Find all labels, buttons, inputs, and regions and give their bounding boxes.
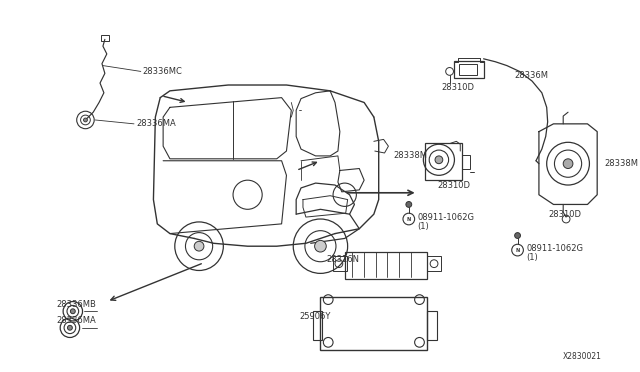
Text: 08911-1062G: 08911-1062G — [526, 244, 583, 253]
Text: X2830021: X2830021 — [563, 352, 602, 362]
Text: 28310D: 28310D — [437, 180, 470, 189]
Circle shape — [515, 232, 520, 238]
Circle shape — [67, 326, 72, 330]
Circle shape — [194, 241, 204, 251]
Text: 28310D: 28310D — [442, 83, 475, 92]
Bar — [428, 256, 441, 272]
Bar — [454, 61, 484, 78]
Circle shape — [70, 309, 76, 314]
Bar — [426, 143, 462, 180]
Circle shape — [435, 156, 443, 164]
Circle shape — [315, 240, 326, 252]
Text: 28336MC: 28336MC — [143, 67, 182, 76]
Bar — [345, 252, 428, 279]
Bar — [101, 35, 109, 41]
Text: 28336MA: 28336MA — [56, 317, 96, 326]
Bar — [460, 64, 477, 75]
Circle shape — [563, 159, 573, 169]
Text: 28338M: 28338M — [393, 151, 428, 160]
Text: 25906Y: 25906Y — [299, 312, 330, 321]
Text: (1): (1) — [417, 222, 429, 231]
Bar — [462, 155, 470, 169]
Text: 28310D: 28310D — [548, 210, 582, 219]
Text: 28336MB: 28336MB — [56, 300, 96, 309]
Bar — [321, 297, 428, 350]
Bar — [428, 311, 437, 340]
Text: N: N — [406, 217, 411, 221]
Circle shape — [83, 118, 88, 122]
Bar — [333, 256, 347, 272]
Text: 28336MA: 28336MA — [136, 119, 176, 128]
Bar — [313, 311, 323, 340]
Text: 28316N: 28316N — [326, 255, 359, 264]
Circle shape — [406, 202, 412, 207]
Text: 28338M: 28338M — [604, 159, 638, 168]
Text: 08911-1062G: 08911-1062G — [417, 212, 474, 222]
Text: (1): (1) — [526, 253, 538, 262]
Text: 28336M: 28336M — [515, 71, 548, 80]
Text: N: N — [515, 248, 520, 253]
